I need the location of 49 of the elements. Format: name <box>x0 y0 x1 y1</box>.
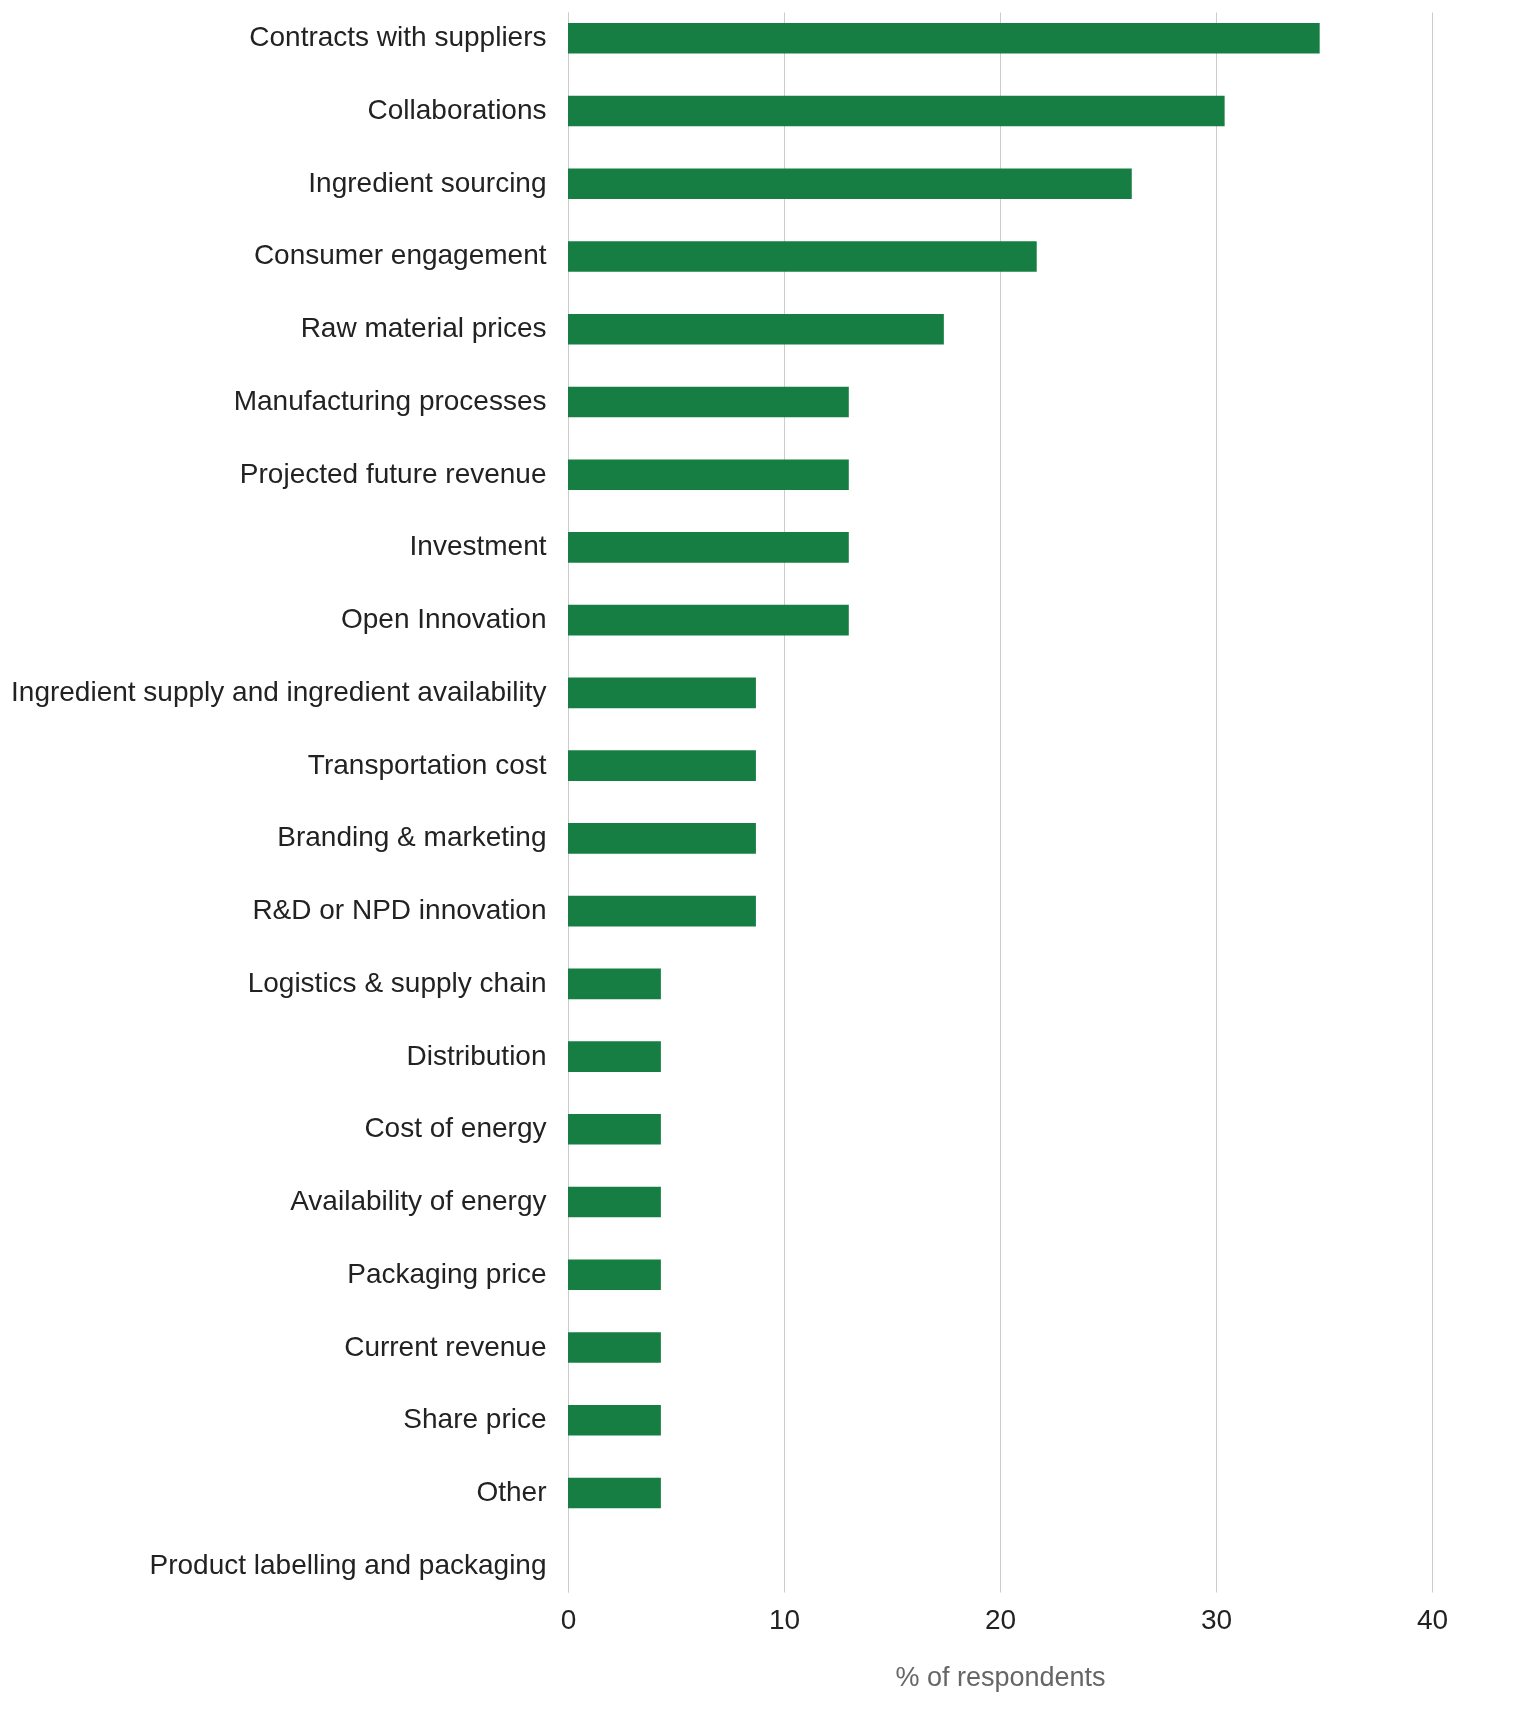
x-tick-label: 40 <box>1416 1603 1449 1635</box>
bar <box>568 1186 661 1218</box>
y-tick-label: Logistics & supply chain <box>247 966 547 998</box>
bar <box>568 22 1320 54</box>
y-tick-label: Projected future revenue <box>239 457 547 489</box>
y-tick-label: Product labelling and packaging <box>149 1548 547 1580</box>
y-tick-label: Transportation cost <box>307 748 547 780</box>
y-tick-label: Other <box>476 1476 547 1508</box>
y-tick-label: Raw material prices <box>300 312 547 344</box>
bar <box>568 1332 661 1363</box>
x-tick-label: 30 <box>1200 1603 1233 1635</box>
bar <box>568 750 756 781</box>
bar <box>568 1259 661 1291</box>
x-axis-title: % of respondents <box>895 1661 1106 1692</box>
y-tick-label: Consumer engagement <box>253 239 547 271</box>
x-tick-label: 0 <box>560 1603 577 1635</box>
y-tick-label: Distribution <box>406 1039 547 1071</box>
y-tick-label: Ingredient supply and ingredient availability <box>11 675 547 707</box>
bar <box>568 677 756 709</box>
y-tick-label: Collaborations <box>367 93 547 125</box>
y-tick-label: Branding & marketing <box>277 821 547 853</box>
bar <box>568 241 1037 272</box>
bar <box>568 1477 661 1509</box>
bar <box>568 168 1132 199</box>
bar <box>568 895 756 927</box>
y-tick-label: Investment <box>409 530 547 562</box>
x-tick-label: 10 <box>768 1603 801 1635</box>
bar <box>568 95 1225 127</box>
bar <box>568 1405 661 1436</box>
y-tick-label: Cost of energy <box>364 1112 547 1144</box>
y-tick-label: Open Innovation <box>341 603 547 635</box>
bar <box>568 1041 661 1072</box>
y-tick-label: Manufacturing processes <box>233 384 547 416</box>
y-tick-label: Packaging price <box>347 1257 547 1289</box>
y-tick-label: Current revenue <box>344 1330 547 1362</box>
bar <box>568 532 849 563</box>
bar <box>568 459 849 490</box>
y-tick-label: Share price <box>403 1403 547 1435</box>
bar <box>568 968 661 1000</box>
y-tick-label: R&D or NPD innovation <box>252 894 547 926</box>
x-tick-label: 20 <box>984 1603 1017 1635</box>
bar <box>568 823 756 854</box>
bar <box>568 1114 661 1145</box>
y-tick-label: Contracts with suppliers <box>249 21 547 53</box>
y-tick-label: Ingredient sourcing <box>308 166 547 198</box>
bar <box>568 604 849 636</box>
bar <box>568 386 849 418</box>
y-tick-label: Availability of energy <box>290 1185 547 1217</box>
bar <box>568 313 944 345</box>
